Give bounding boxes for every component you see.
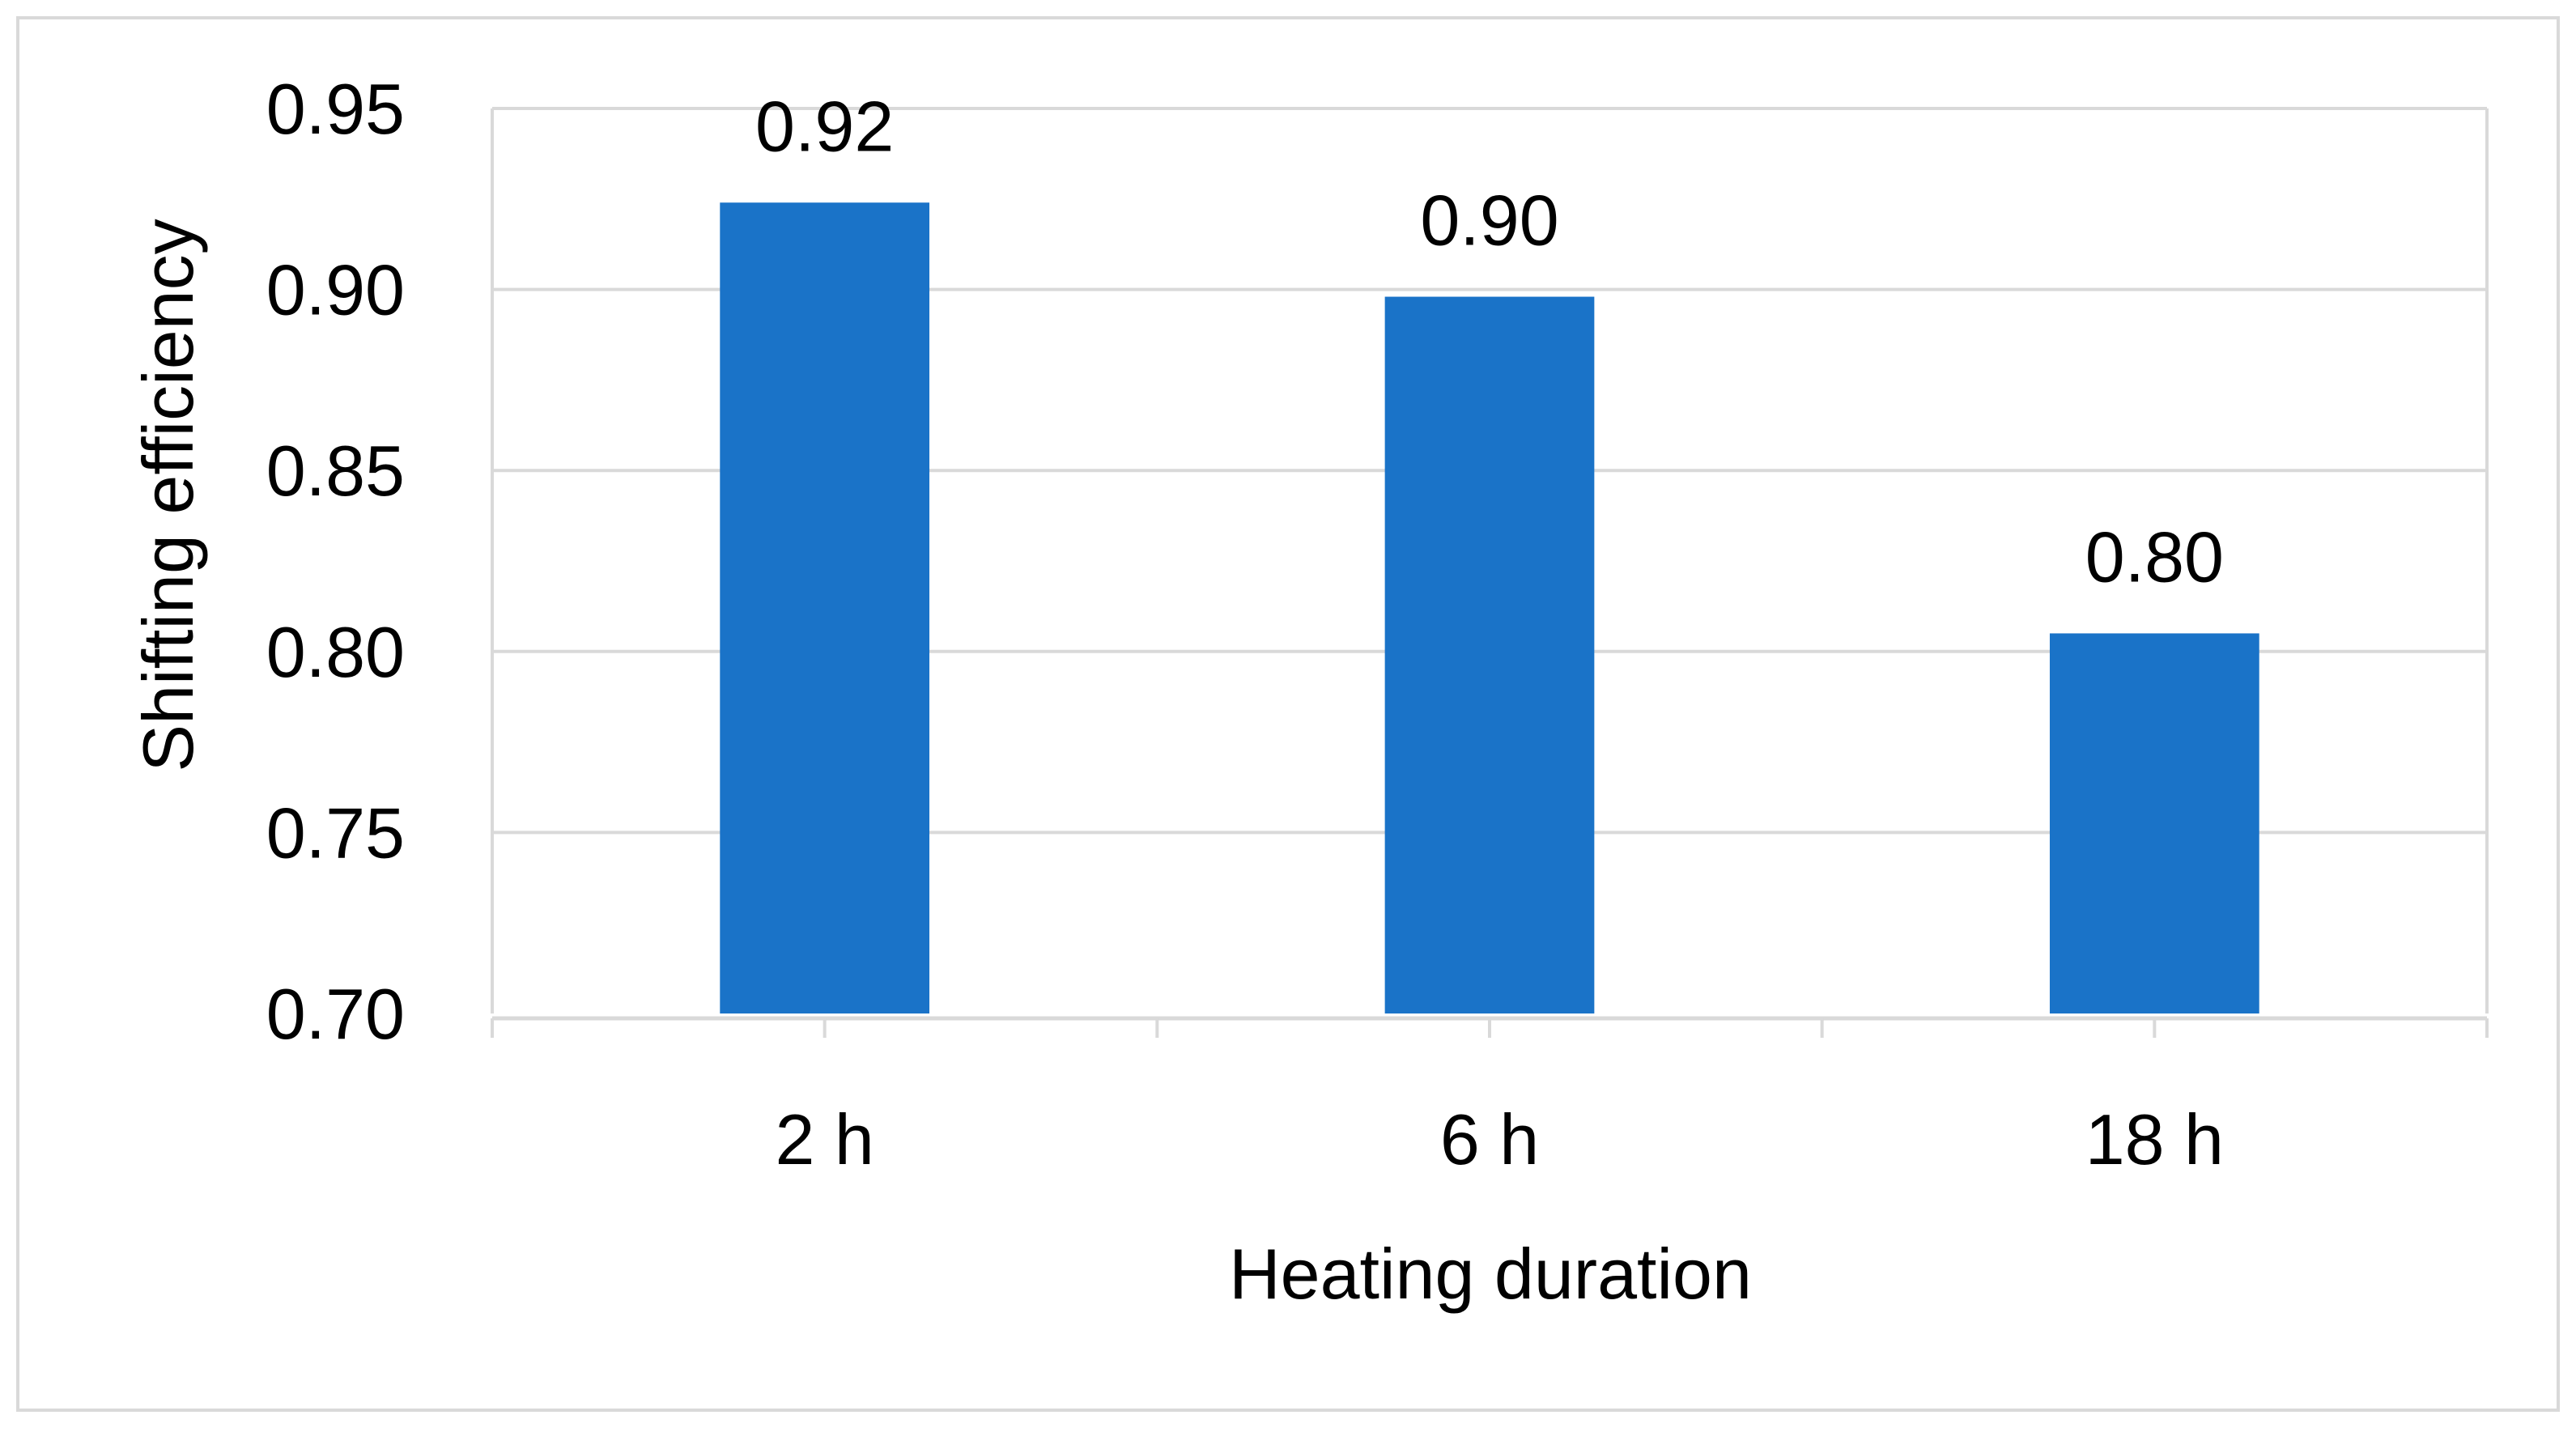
data-label: 0.80 (2085, 516, 2224, 597)
y-tick-label: 0.70 (266, 974, 405, 1054)
y-tick-label: 0.85 (266, 431, 405, 511)
axes (491, 108, 2489, 1038)
y-axis-title: Shifting efficiency (128, 219, 208, 771)
bar (720, 202, 930, 1014)
labels: 0.70 0.75 0.80 0.85 0.90 0.95 0.92 2 h 0.90 6 h 0.… (266, 69, 2224, 1179)
x-tick-label: 6 h (1440, 1099, 1539, 1179)
y-tick-label: 0.95 (266, 69, 405, 149)
y-tick-label: 0.80 (266, 612, 405, 692)
y-tick-label: 0.75 (266, 792, 405, 873)
bar (2049, 633, 2259, 1013)
bar (1384, 296, 1595, 1013)
data-label: 0.90 (1420, 181, 1558, 261)
data-label: 0.92 (755, 86, 894, 166)
x-tick-label: 18 h (2085, 1099, 2224, 1179)
y-tick-label: 0.90 (266, 250, 405, 330)
x-axis-title: Heating duration (1229, 1234, 1752, 1314)
bars (720, 202, 2259, 1014)
x-tick-label: 2 h (775, 1099, 874, 1179)
